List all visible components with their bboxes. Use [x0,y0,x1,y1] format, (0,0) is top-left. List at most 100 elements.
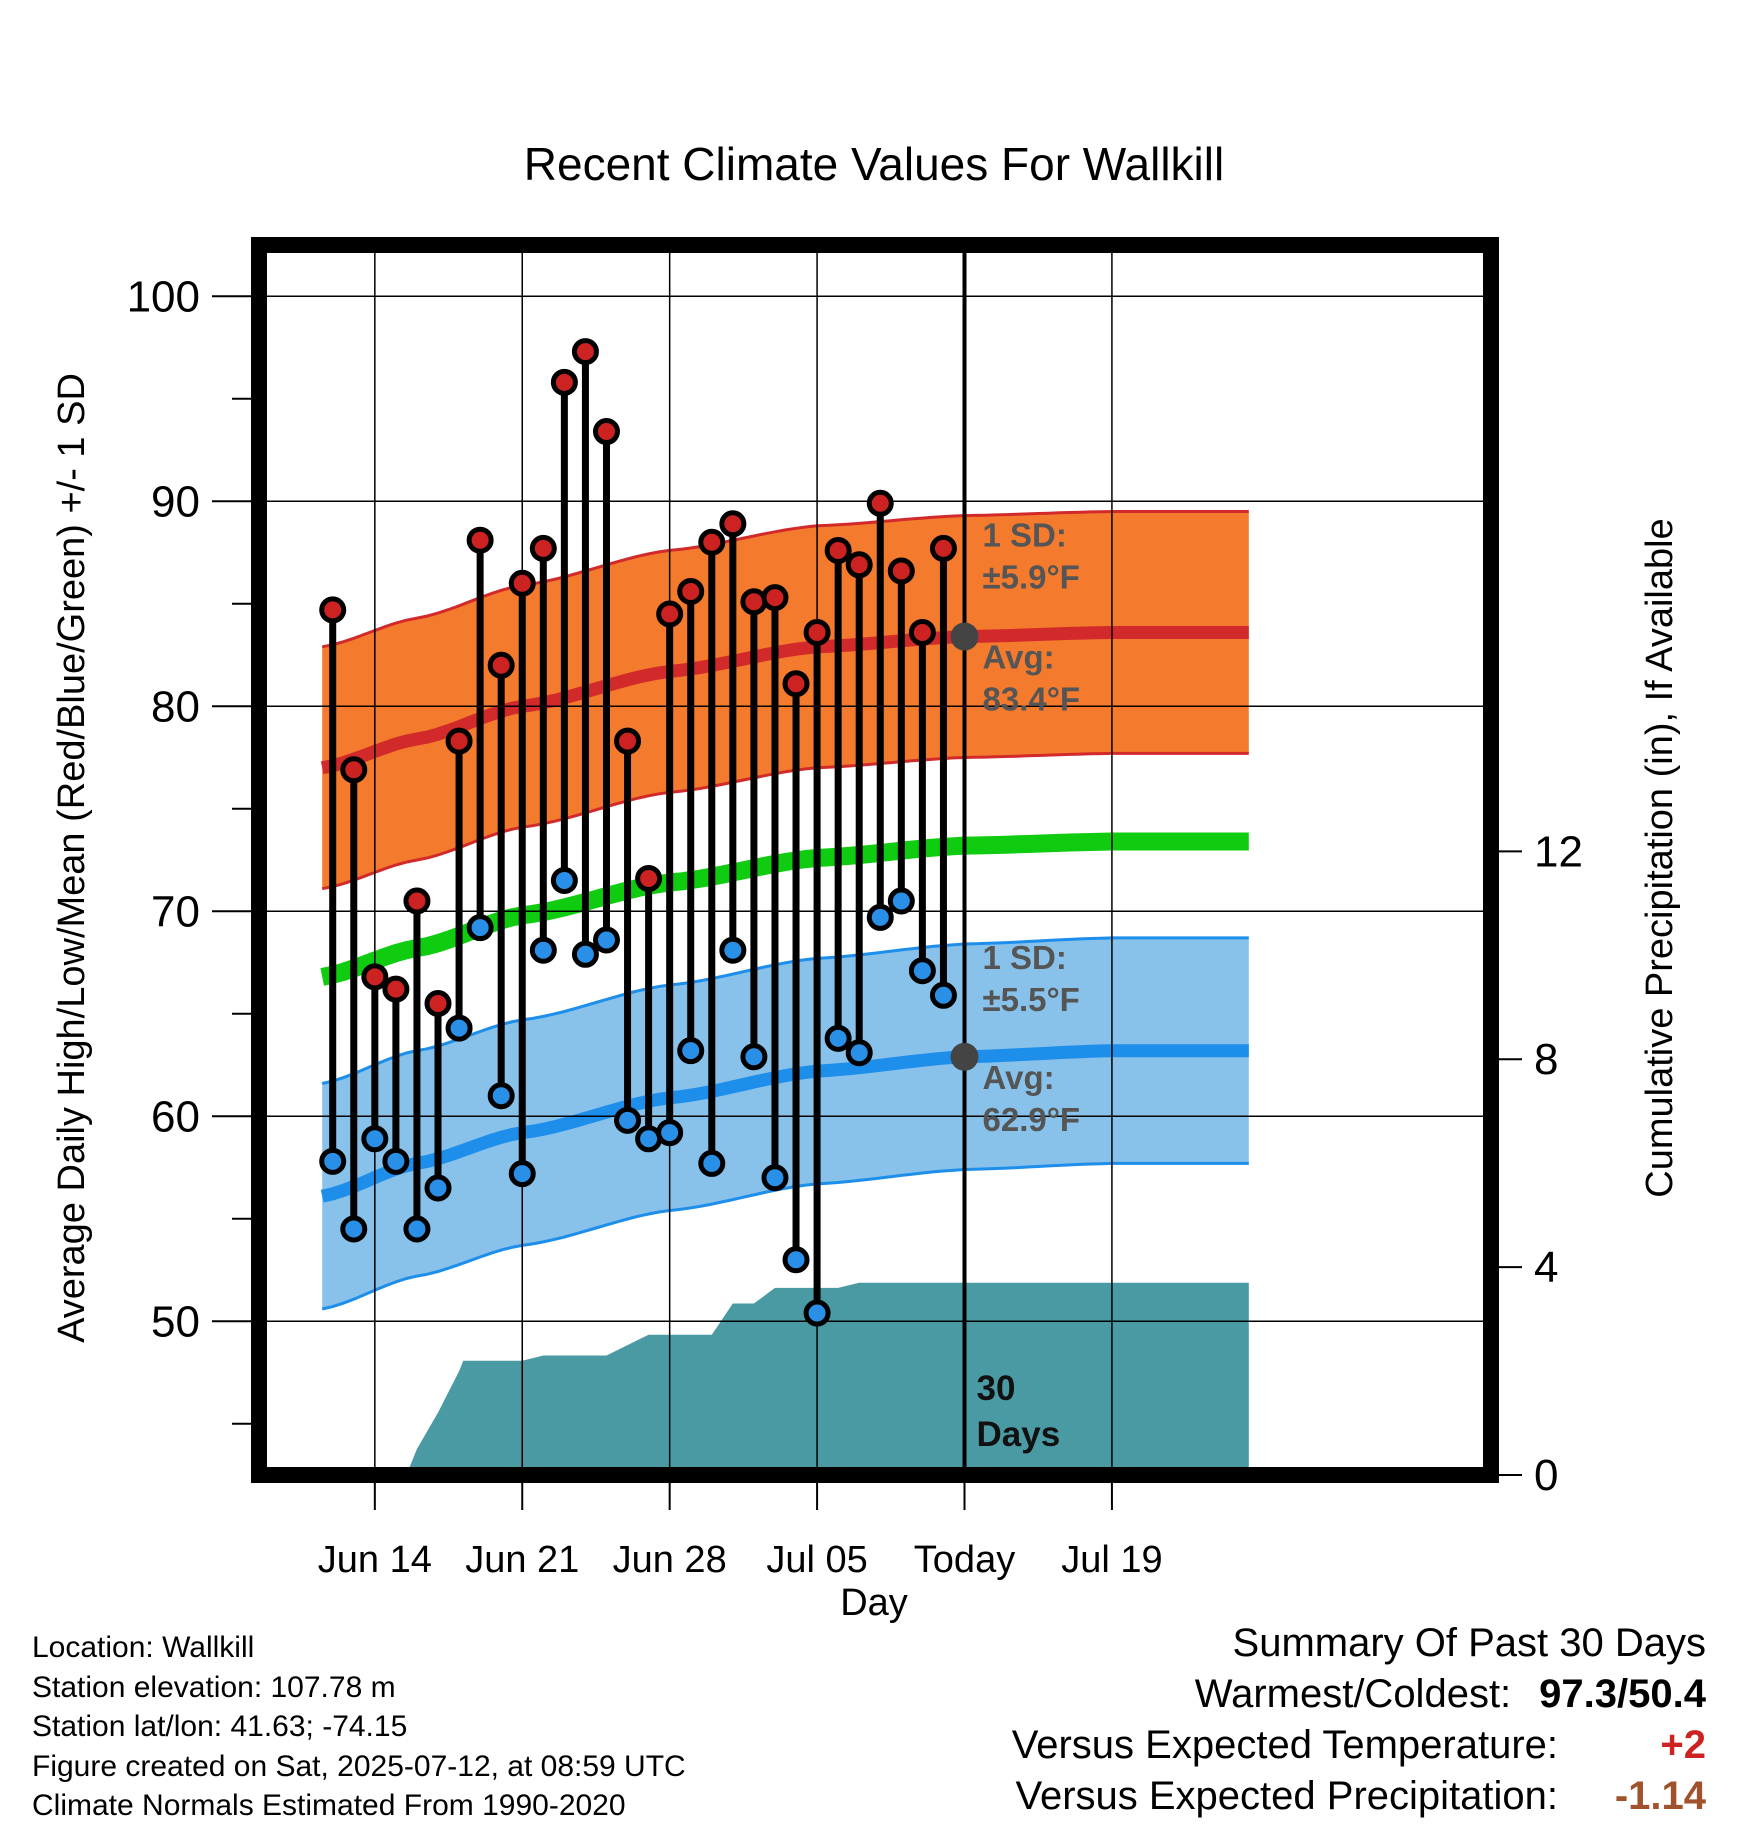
y2-axis-label: Cumulative Precipitation (in), If Availa… [1639,518,1681,1197]
today-marker-label-line2: Days [977,1415,1061,1454]
daily-low-point [719,936,747,964]
daily-high-point [656,600,684,628]
x-tick-label: Jul 05 [766,1539,867,1581]
daily-high-point [740,588,768,616]
today-marker-label-line1: 30 [977,1369,1016,1408]
daily-high-point [845,551,873,579]
temp-value: +2 [1660,1723,1706,1767]
annotation-high-sd-label: 1 SD: [983,517,1067,554]
y-axis-label: Average Daily High/Low/Mean (Red/Blue/Gr… [51,373,93,1343]
daily-low-point [466,914,494,942]
daily-high-point [635,864,663,892]
daily-low-point [698,1149,726,1177]
daily-high-point [698,528,726,556]
y-tick-label: 60 [151,1092,200,1141]
precipitation-area [259,1282,1249,1475]
normal-high-band-upper-edge [321,510,1249,649]
annotation-high-sd-value: ±5.9°F [983,559,1080,596]
daily-high-point [571,338,599,366]
daily-high-point [614,727,642,755]
y2-tick-label: 12 [1534,827,1583,876]
temp-label: Versus Expected Temperature: [1011,1723,1558,1767]
y-tick-label: 100 [127,272,200,321]
daily-low-point [803,1299,831,1327]
daily-high-point [466,526,494,554]
annotation-low-sd-value: ±5.5°F [983,981,1080,1018]
normal-high-band-fill [322,511,1249,889]
normal-high-line [320,626,1249,775]
normal-low-band-lower-edge [321,1161,1249,1311]
y2-tick-label: 8 [1534,1035,1558,1084]
warm-cold-label: Warmest/Coldest: [1194,1672,1512,1716]
daily-high-point [592,418,620,446]
annotation-low-avg-label: Avg: [983,1059,1055,1096]
daily-high-point [487,651,515,679]
daily-high-point [803,618,831,646]
daily-low-point [424,1174,452,1202]
summary-heading: Summary Of Past 30 Days [1232,1621,1706,1665]
daily-high-point [361,963,389,991]
daily-low-point [614,1106,642,1134]
daily-low-point [445,1014,473,1042]
daily-low-point [782,1246,810,1274]
y2-tick-label: 4 [1534,1243,1558,1292]
normal-high-band-lower-edge [321,751,1249,891]
summary-panel: Summary Of Past 30 Days Warmest/Coldest:… [1012,1618,1706,1822]
daily-high-point [866,489,894,517]
daily-low-point [845,1039,873,1067]
summary-precip-row: Versus Expected Precipitation: -1.14 [1012,1771,1706,1822]
normal-low-band-fill [322,937,1249,1309]
x-tick-label: Jun 14 [318,1539,432,1581]
plot-inner [259,245,1491,1475]
annotation-high-avg-value: 83.4°F [983,681,1081,718]
daily-high-point [529,534,557,562]
daily-high-point [908,618,936,646]
precip-value: -1.14 [1614,1774,1706,1818]
station-info: Location: Wallkill Station elevation: 10… [32,1628,686,1826]
daily-low-point [887,887,915,915]
chart-title: Recent Climate Values For Wallkill [524,138,1224,190]
daily-low-point [761,1164,789,1192]
y2-tick-label: 0 [1534,1451,1558,1500]
y-tick-label: 70 [151,887,200,936]
latlon-text: Station lat/lon: 41.63; -74.15 [32,1710,408,1743]
normals-text: Climate Normals Estimated From 1990-2020 [32,1789,626,1822]
normal-low-band-upper-edge [321,936,1249,1085]
daily-low-point [487,1082,515,1110]
daily-high-point [719,510,747,538]
daily-low-point [361,1125,389,1153]
daily-low-point [571,940,599,968]
x-tick-label: Jun 28 [613,1539,727,1581]
daily-low-point [382,1147,410,1175]
plot-frame [251,237,1499,1483]
plot-area: 1 SD: ±5.9°F Avg: 83.4°F 1 SD: ±5.5°F Avg: 62.9… [127,237,1583,1581]
daily-low-point [824,1024,852,1052]
daily-high-point [824,536,852,564]
daily-high-point [761,584,789,612]
daily-low-point [508,1160,536,1188]
daily-low-point [340,1215,368,1243]
x-tick-label: Jul 19 [1061,1539,1162,1581]
daily-low-point [866,903,894,931]
precip-label: Versus Expected Precipitation: [1015,1774,1558,1818]
daily-high-point [677,577,705,605]
daily-high-point [340,756,368,784]
daily-low-point [529,936,557,964]
annotation-low-avg-value: 62.9°F [983,1101,1081,1138]
x-tick-label: Today [914,1539,1015,1581]
warm-cold-value: 97.3/50.4 [1539,1672,1706,1716]
daily-high-point [424,990,452,1017]
daily-high-point [887,557,915,585]
y-tick-label: 80 [151,682,200,731]
y-tick-label: 90 [151,477,200,526]
elevation-text: Station elevation: 107.78 m [32,1670,396,1704]
today-normal-high-point [950,622,979,651]
daily-high-point [929,534,957,562]
daily-low-point [403,1215,431,1243]
daily-low-point [740,1043,768,1071]
daily-high-point [319,596,347,624]
daily-high-point [403,887,431,915]
annotation-low-sd-label: 1 SD: [983,939,1067,976]
daily-high-point [550,368,578,396]
daily-high-point [782,670,810,698]
